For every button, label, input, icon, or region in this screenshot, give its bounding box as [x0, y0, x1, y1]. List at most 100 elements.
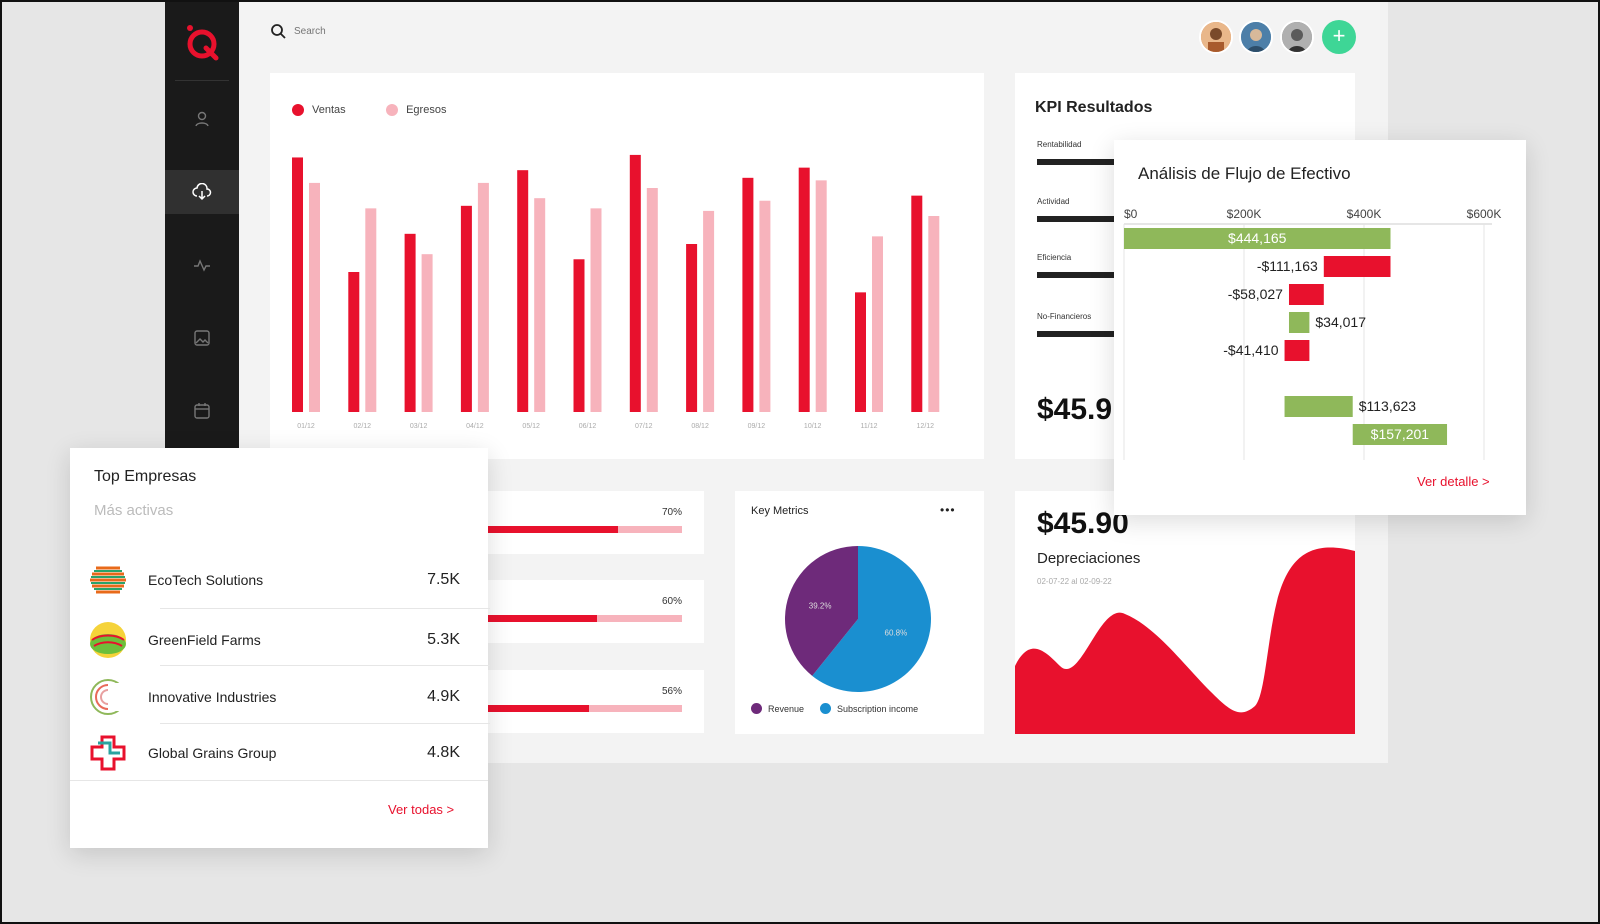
waterfall-bar-label: -$58,027	[1228, 286, 1283, 302]
company-name: GreenField Farms	[148, 632, 261, 648]
bar-ventas	[686, 244, 698, 412]
kpi-label: Eficiencia	[1037, 253, 1072, 262]
bar-ventas	[742, 177, 754, 412]
waterfall-bar-label: $157,201	[1371, 426, 1430, 442]
sidebar	[165, 0, 239, 450]
bar-ventas	[460, 205, 472, 412]
global-grains-logo-icon	[90, 735, 126, 771]
list-divider	[160, 723, 490, 724]
company-value: 4.8K	[427, 744, 460, 761]
company-value: 4.9K	[427, 688, 460, 705]
x-tick-label: 12/12	[917, 423, 935, 430]
progress-fill	[470, 526, 619, 533]
add-user-button[interactable]: +	[1322, 20, 1356, 54]
top-companies-card: Top Empresas Más activas EcoTech Solutio…	[70, 448, 490, 848]
list-item[interactable]: Innovative Industries 4.9K	[70, 669, 490, 725]
bar-egresos	[365, 208, 377, 412]
search-icon	[271, 24, 286, 39]
depreciation-card: $45.90 Depreciaciones 02-07-22 al 02-09-…	[1015, 491, 1355, 734]
kpi-bar	[1037, 216, 1147, 222]
avatar[interactable]	[1239, 20, 1273, 54]
waterfall-bar-label: -$41,410	[1223, 342, 1278, 358]
avatar[interactable]	[1199, 20, 1233, 54]
sidebar-item-gallery[interactable]	[165, 316, 239, 360]
legend-item: Egresos	[386, 104, 446, 116]
sidebar-item-user[interactable]	[165, 97, 239, 141]
legend-dot-icon	[820, 703, 832, 714]
list-item[interactable]: EcoTech Solutions 7.5K	[70, 552, 490, 608]
bar-egresos	[534, 198, 546, 412]
kpi-value: $45.9	[1037, 393, 1113, 426]
cashflow-waterfall-chart: $0 $200K $400K $600K $444,165 -$111,163 -$58,0…	[1123, 207, 1502, 460]
sales-bar-chart: 01/12 02/12 03/12 04/12 05/12 06/12 07/12 08/12…	[292, 154, 940, 430]
depreciation-title: Depreciaciones	[1037, 550, 1141, 567]
x-tick-label: $600K	[1467, 207, 1502, 221]
progress-fill	[470, 615, 598, 622]
key-metrics-pie: 60.8% 39.2%	[785, 546, 931, 692]
x-tick-label: $0	[1124, 207, 1138, 221]
x-tick-label: 02/12	[354, 423, 372, 430]
sidebar-item-cloud[interactable]	[165, 170, 239, 214]
waterfall-bar-label: $444,165	[1228, 230, 1287, 246]
list-item[interactable]: Global Grains Group 4.8K	[70, 725, 490, 781]
progress-card: 60%	[470, 580, 704, 643]
legend-label: Egresos	[406, 104, 447, 116]
top-companies-subtitle: Más activas	[94, 502, 174, 519]
pie-slice	[785, 546, 858, 676]
search-bar[interactable]	[270, 20, 570, 42]
waterfall-bar	[1288, 312, 1310, 333]
progress-percent: 60%	[662, 596, 683, 607]
progress-track	[470, 526, 682, 533]
bar-egresos	[928, 216, 940, 412]
x-tick-label: 07/12	[635, 423, 653, 430]
x-tick-label: 08/12	[691, 423, 709, 430]
view-all-link[interactable]: Ver todas >	[388, 802, 455, 817]
legend-dot-icon	[292, 104, 304, 116]
progress-track	[470, 705, 682, 712]
avatar[interactable]	[1280, 20, 1314, 54]
app-logo[interactable]	[165, 18, 239, 66]
legend-item: Ventas	[292, 104, 346, 116]
x-tick-label: 04/12	[466, 423, 484, 430]
more-menu-button[interactable]: •••	[940, 503, 956, 517]
x-tick-label: 06/12	[579, 423, 597, 430]
x-tick-label: 05/12	[522, 423, 540, 430]
legend-label: Ventas	[312, 104, 346, 116]
waterfall-bar	[1284, 340, 1310, 361]
progress-track	[470, 615, 682, 622]
image-icon	[194, 330, 210, 346]
company-value: 7.5K	[427, 571, 460, 588]
progress-percent: 56%	[662, 686, 683, 697]
list-divider	[160, 665, 490, 666]
bar-ventas	[911, 195, 923, 412]
bar-egresos	[872, 236, 883, 412]
view-details-link[interactable]: Ver detalle >	[1417, 474, 1490, 489]
bar-ventas	[348, 272, 360, 412]
bar-ventas	[573, 259, 585, 412]
list-divider	[160, 608, 490, 609]
legend-dot-icon	[751, 703, 762, 714]
x-tick-label: $400K	[1347, 207, 1382, 221]
x-tick-label: 09/12	[748, 423, 766, 430]
progress-percent: 70%	[662, 507, 683, 518]
bar-egresos	[309, 182, 320, 412]
sidebar-item-activity[interactable]	[165, 243, 239, 287]
chart-legend: Ventas Egresos	[292, 103, 482, 121]
x-tick-label: 10/12	[804, 423, 822, 430]
kpi-label: Rentabilidad	[1037, 140, 1082, 149]
sidebar-item-calendar[interactable]	[165, 389, 239, 433]
waterfall-bar	[1284, 396, 1353, 417]
bar-ventas	[798, 167, 810, 412]
greenfield-logo-icon	[90, 622, 126, 658]
waterfall-bar-label: $34,017	[1315, 314, 1366, 330]
depreciation-value: $45.90	[1037, 507, 1129, 540]
user-icon	[195, 111, 209, 127]
bar-ventas	[855, 292, 866, 412]
bar-ventas	[292, 157, 303, 412]
search-input[interactable]	[294, 25, 494, 37]
list-item[interactable]: GreenField Farms 5.3K	[70, 612, 490, 668]
depreciation-range: 02-07-22 al 02-09-22	[1037, 577, 1112, 586]
legend-dot-icon	[386, 104, 399, 116]
legend-label: Revenue	[768, 703, 805, 714]
kpi-label: No-Financieros	[1037, 312, 1092, 321]
